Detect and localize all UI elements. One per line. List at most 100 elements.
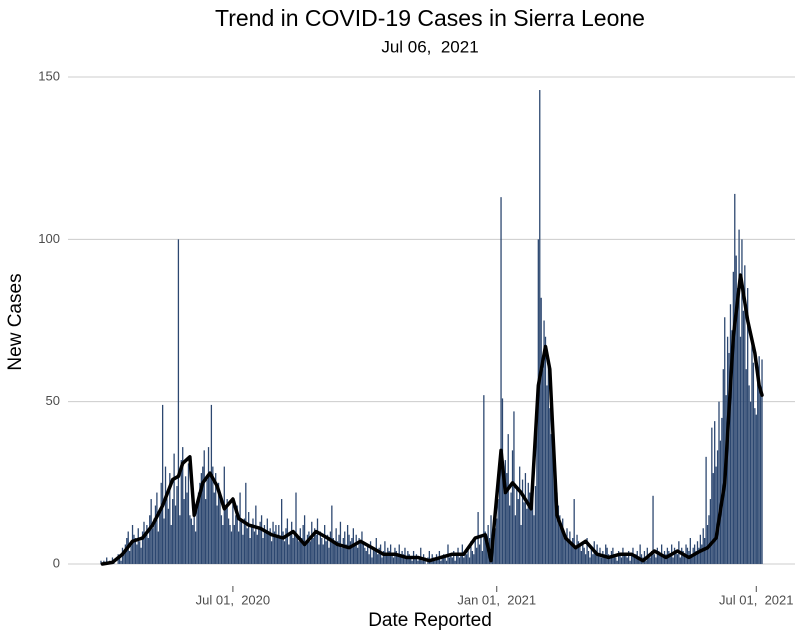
- bar: [203, 450, 205, 564]
- bar: [338, 534, 340, 564]
- bar: [186, 492, 188, 564]
- bar: [534, 486, 537, 564]
- bar: [448, 557, 451, 564]
- bar: [460, 554, 462, 564]
- bar: [215, 473, 217, 564]
- bar: [123, 554, 125, 564]
- y-axis-label: New Cases: [5, 273, 26, 370]
- bar: [260, 515, 263, 564]
- bar: [308, 531, 310, 564]
- bar: [262, 537, 264, 564]
- bar: [712, 473, 714, 564]
- bar: [149, 515, 151, 564]
- bar: [759, 395, 762, 564]
- bar: [554, 479, 557, 564]
- bar: [511, 450, 514, 564]
- bar: [147, 537, 149, 564]
- bar: [230, 531, 233, 564]
- bar: [747, 288, 749, 564]
- bar: [510, 492, 512, 564]
- bar: [543, 320, 545, 564]
- bar: [484, 531, 486, 564]
- bar: [473, 554, 475, 564]
- bar: [324, 525, 326, 564]
- bar: [306, 534, 309, 564]
- bar: [222, 525, 224, 564]
- bar: [377, 554, 379, 564]
- bar: [263, 525, 266, 564]
- bar: [582, 544, 584, 564]
- bar: [250, 525, 253, 564]
- bar: [388, 550, 390, 564]
- bar: [282, 531, 284, 564]
- bar: [638, 557, 640, 564]
- bar: [246, 528, 248, 564]
- bar: [450, 554, 452, 564]
- bar: [154, 505, 157, 564]
- bar: [744, 265, 746, 564]
- bar: [372, 547, 375, 564]
- bar: [649, 557, 651, 564]
- bar: [751, 336, 753, 564]
- bar: [516, 486, 518, 564]
- bar: [695, 550, 697, 564]
- bar: [402, 554, 405, 564]
- bar: [235, 515, 237, 564]
- bar: [180, 460, 182, 564]
- bar: [547, 362, 550, 564]
- bar: [600, 557, 603, 564]
- bar: [739, 336, 742, 564]
- bar: [735, 255, 737, 564]
- bar: [391, 554, 393, 564]
- bar: [563, 534, 565, 564]
- bar: [163, 518, 165, 564]
- bar: [656, 547, 658, 564]
- bar: [474, 537, 476, 564]
- bar: [316, 518, 319, 564]
- bar: [153, 518, 155, 564]
- bar: [346, 525, 349, 564]
- bar: [281, 499, 283, 564]
- bar: [144, 534, 147, 564]
- bar: [437, 557, 439, 564]
- bar: [440, 560, 442, 564]
- bar: [329, 531, 332, 564]
- bar: [434, 560, 436, 564]
- bar: [177, 239, 180, 564]
- bar: [279, 537, 281, 564]
- bar: [648, 554, 650, 564]
- bar: [318, 544, 320, 564]
- bar: [527, 482, 529, 564]
- bar: [430, 560, 432, 564]
- bar: [249, 537, 251, 564]
- bar: [292, 537, 294, 564]
- bar: [689, 537, 691, 564]
- bar: [626, 557, 628, 564]
- bar: [731, 330, 733, 564]
- bar: [509, 505, 511, 564]
- bar: [711, 427, 713, 564]
- bar: [190, 518, 192, 564]
- bar: [705, 456, 707, 564]
- bar: [421, 560, 423, 564]
- bar: [358, 537, 360, 564]
- bar: [259, 521, 261, 564]
- bar: [503, 482, 505, 564]
- bar: [202, 466, 204, 564]
- bar: [315, 534, 317, 564]
- bar: [441, 557, 443, 564]
- bar: [275, 525, 277, 564]
- bar: [206, 479, 208, 564]
- y-tick-label: 150: [38, 68, 60, 83]
- bar: [583, 547, 585, 564]
- bar: [209, 476, 211, 564]
- bar: [321, 537, 323, 564]
- bar: [562, 518, 564, 564]
- bar: [411, 560, 413, 564]
- chart-title: Trend in COVID-19 Cases in Sierra Leone: [215, 5, 645, 31]
- bar: [675, 550, 677, 564]
- y-tick-label: 50: [46, 393, 60, 408]
- bar: [679, 557, 681, 564]
- bar: [468, 557, 471, 564]
